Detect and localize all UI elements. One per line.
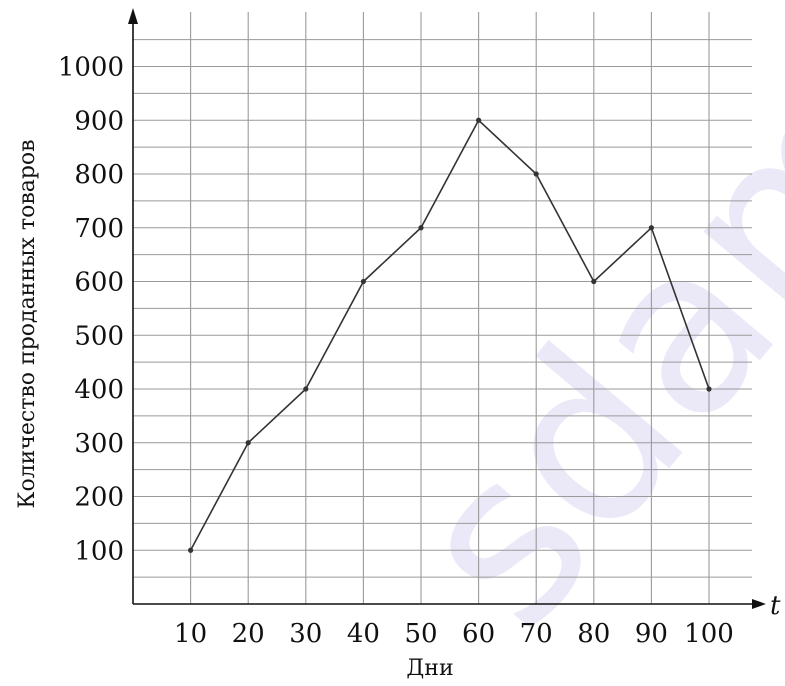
x-tick-label: 100 xyxy=(684,619,734,649)
y-tick-label: 300 xyxy=(74,429,124,459)
y-tick-label: 500 xyxy=(74,321,124,351)
y-tick-label: 900 xyxy=(74,106,124,136)
data-point xyxy=(533,171,539,177)
data-point xyxy=(245,440,251,446)
y-tick-label: 400 xyxy=(74,375,124,405)
x-tick-label: 30 xyxy=(289,619,322,649)
y-axis-title: Количество проданных товаров xyxy=(15,139,40,508)
x-tick-label: 40 xyxy=(347,619,380,649)
series xyxy=(188,117,712,553)
data-point xyxy=(303,386,309,392)
x-tick-label: 90 xyxy=(635,619,668,649)
x-tick-label: 10 xyxy=(174,619,207,649)
data-point xyxy=(418,225,424,231)
watermark: sdamgia xyxy=(363,0,785,675)
y-tick-label: 600 xyxy=(74,268,124,298)
x-tick-label: 80 xyxy=(577,619,610,649)
grid xyxy=(133,12,752,604)
x-axis-arrow-icon xyxy=(752,599,766,609)
x-tick-label: 60 xyxy=(462,619,495,649)
axes xyxy=(128,8,766,609)
series-line xyxy=(189,118,710,551)
y-axis-arrow-icon xyxy=(128,8,138,24)
watermark-text: sdamgia xyxy=(363,0,785,675)
data-point xyxy=(188,547,194,553)
data-point xyxy=(706,386,712,392)
data-point xyxy=(648,225,655,231)
y-tick-label: 800 xyxy=(74,160,124,190)
x-axis-variable: t xyxy=(770,591,781,621)
y-tick-label: 100 xyxy=(74,536,124,566)
data-point xyxy=(476,117,482,123)
y-tick-label: 1000 xyxy=(58,53,124,83)
x-tick-label: 70 xyxy=(520,619,553,649)
x-tick-label: 20 xyxy=(232,619,265,649)
data-point xyxy=(360,278,366,285)
y-tick-label: 200 xyxy=(74,483,124,513)
y-tick-label: 700 xyxy=(74,214,124,244)
data-point xyxy=(591,278,597,285)
tick-labels: 100 200 300 400 500 600 700 800 900 1000 10 20 30 40 5… xyxy=(58,53,734,650)
x-tick-label: 50 xyxy=(404,619,437,649)
x-axis-title: Дни xyxy=(406,656,453,681)
